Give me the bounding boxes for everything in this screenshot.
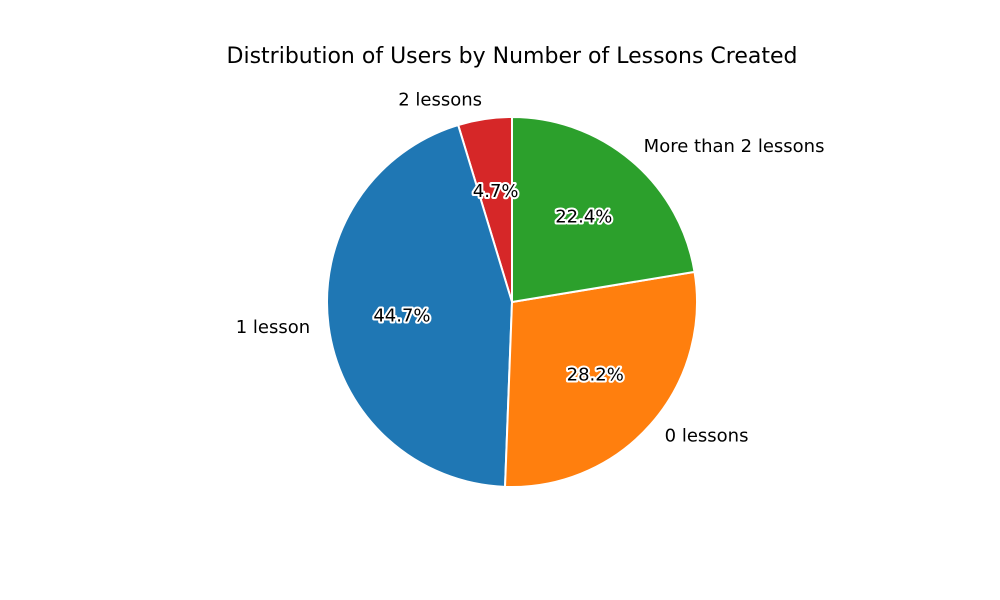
slice-percent-label: 44.7% (373, 305, 430, 326)
slice-label: 2 lessons (398, 90, 482, 111)
slice-percent-label: 4.7% (473, 181, 519, 202)
slice-label: 1 lesson (236, 317, 310, 338)
pie-slice (326, 124, 513, 488)
pie-slices (326, 116, 698, 488)
pie-slice (511, 116, 696, 303)
slice-label: 0 lessons (665, 426, 749, 447)
pie-slice (504, 270, 698, 488)
slice-percent-label: 22.4% (555, 206, 612, 227)
chart-title: Distribution of Users by Number of Lesso… (227, 44, 798, 69)
pie-labels: 2 lessons 4.7% 1 lesson 44.7% 0 lessons 28.2%… (236, 90, 825, 447)
slice-percent-label: 28.2% (567, 364, 624, 385)
slice-label: More than 2 lessons (644, 136, 825, 157)
